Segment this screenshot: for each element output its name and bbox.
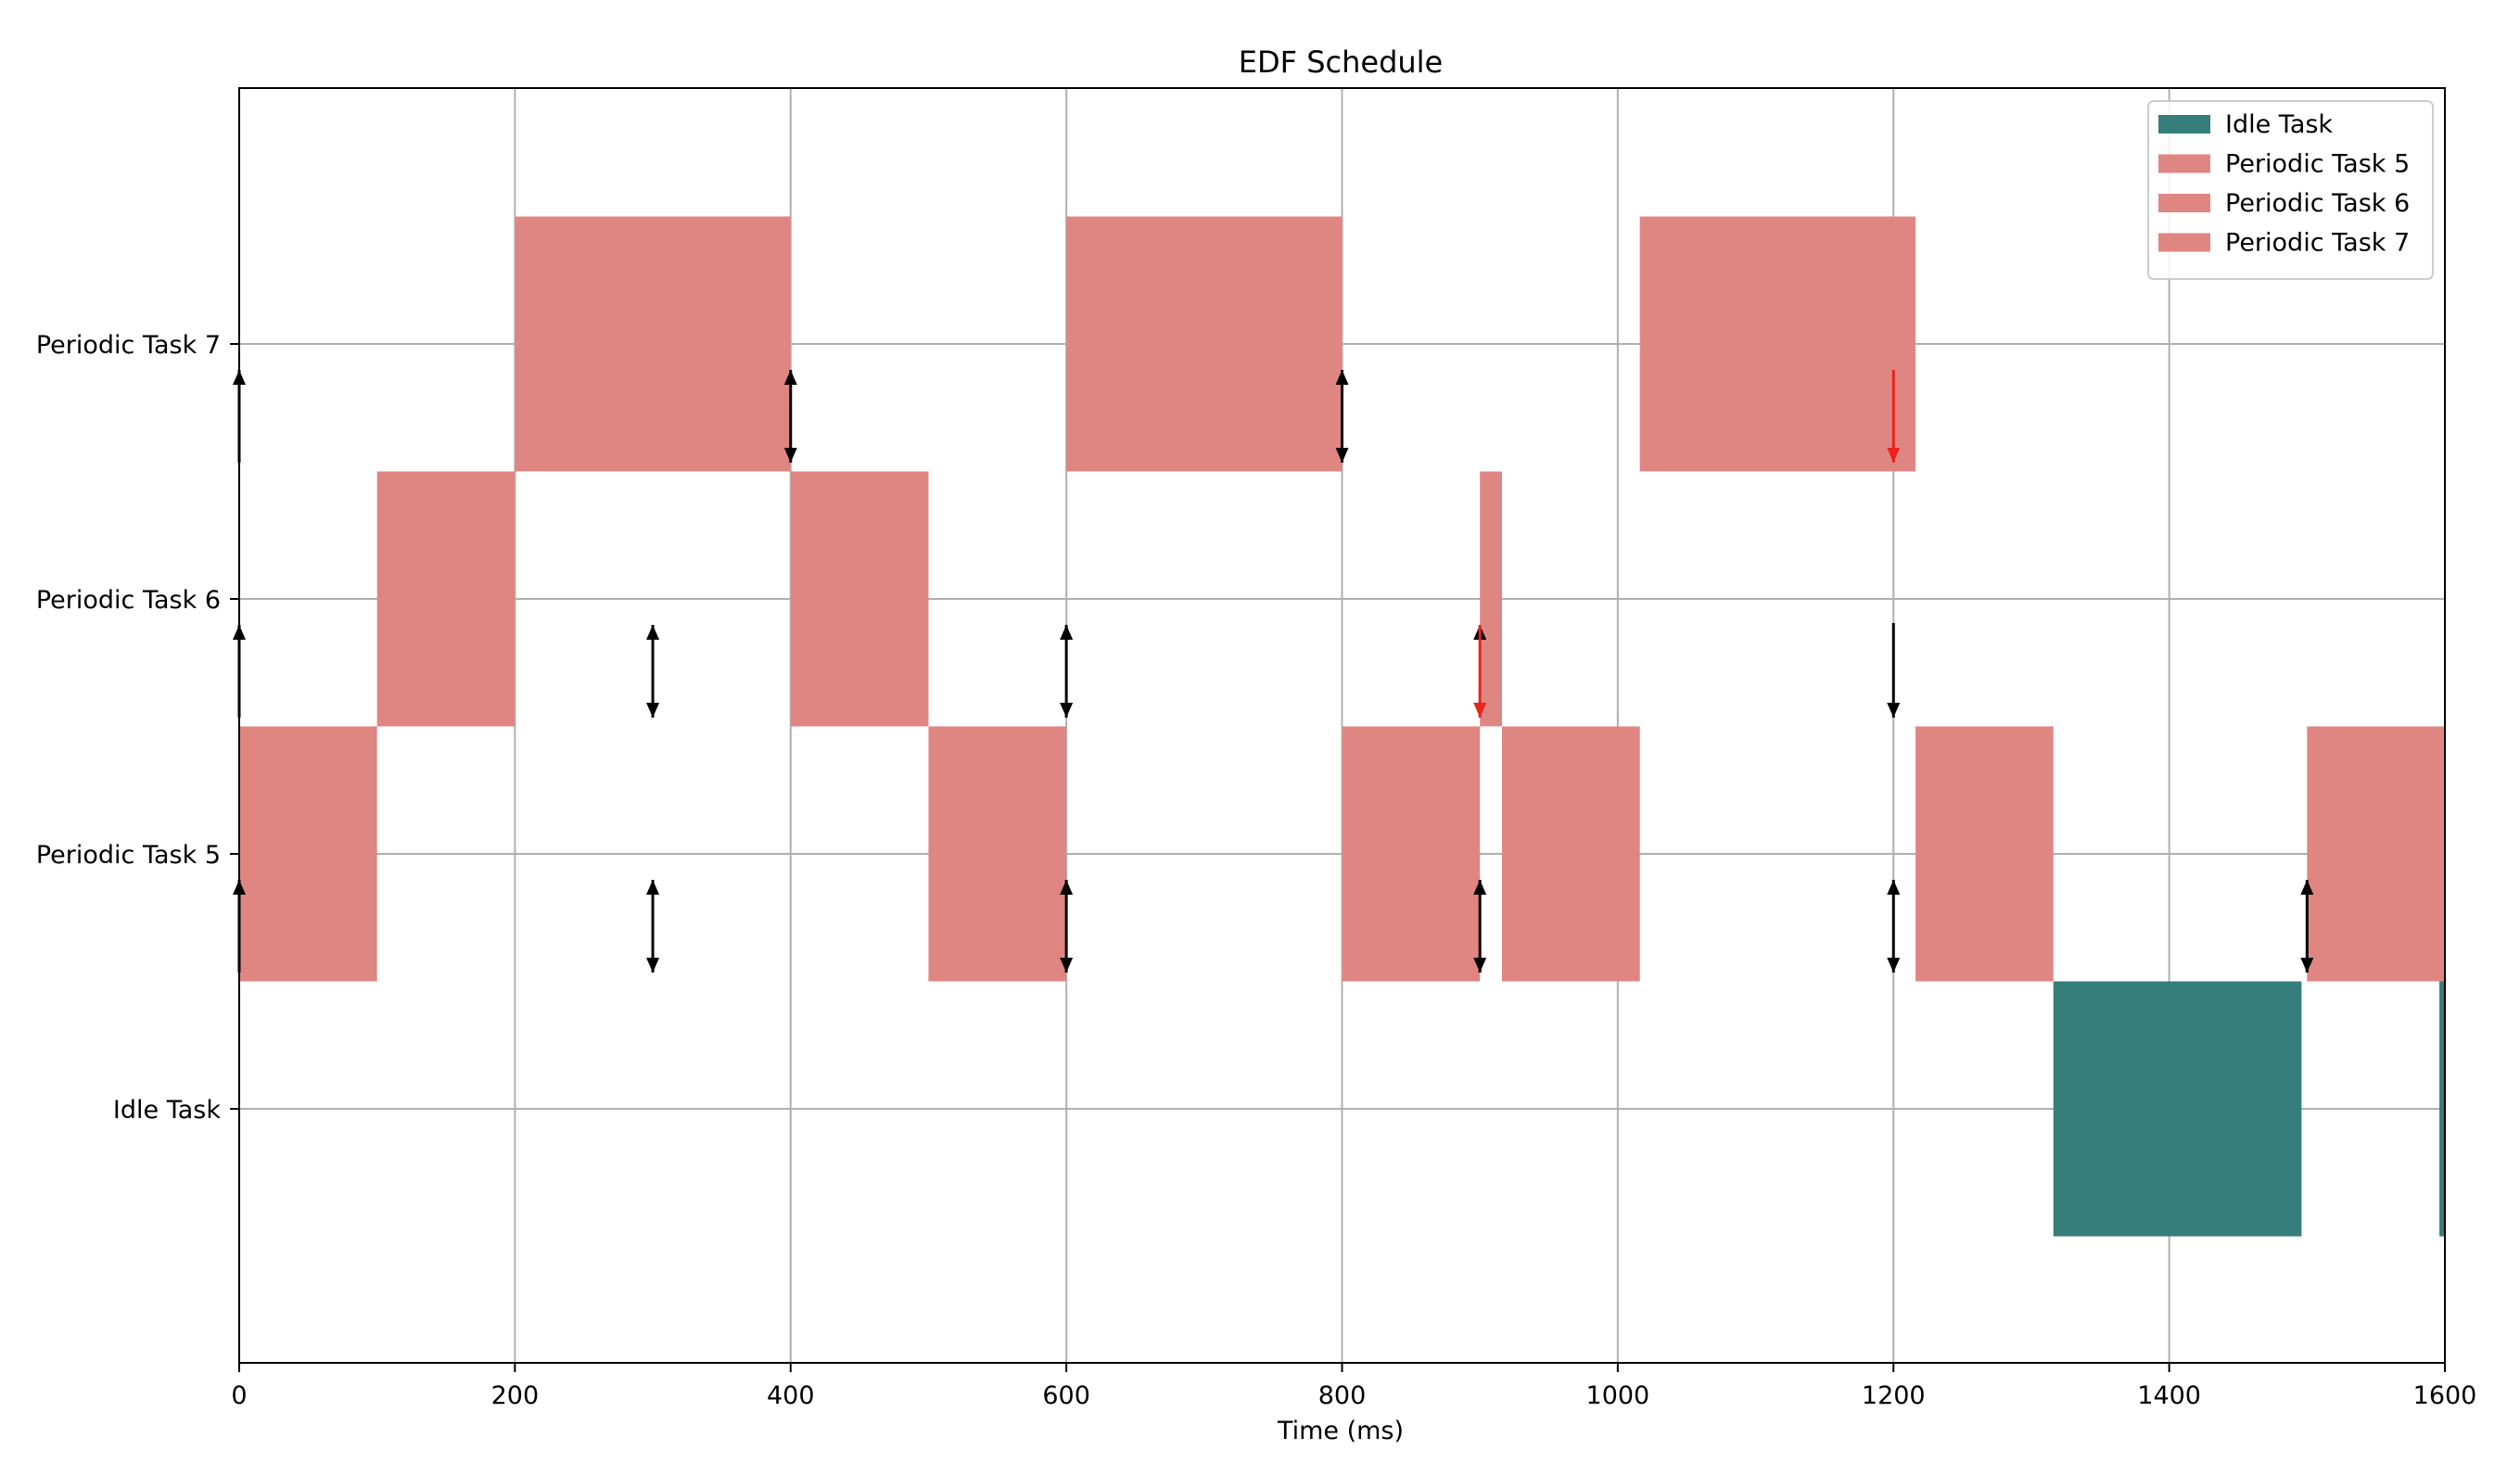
y-tick-label: Periodic Task 7	[36, 331, 221, 360]
bar-periodic-task-6	[1480, 471, 1502, 727]
task-bars	[239, 216, 2445, 1237]
legend: Idle Task Periodic Task 5 Periodic Task 6 P…	[2147, 100, 2434, 280]
x-tick-label: 1600	[2413, 1381, 2477, 1410]
bar-periodic-task-7	[1066, 216, 1343, 472]
release-arrowhead	[1887, 880, 1901, 895]
bar-periodic-task-5	[239, 726, 377, 982]
legend-label: Idle Task	[2225, 110, 2333, 139]
release-arrowhead	[1060, 880, 1074, 895]
legend-label: Periodic Task 5	[2225, 150, 2410, 179]
bar-periodic-task-5	[928, 726, 1067, 982]
x-tick-label: 1200	[1862, 1381, 1926, 1410]
release-arrowhead	[783, 370, 797, 385]
bar-periodic-task-5	[2307, 726, 2445, 982]
release-arrowhead	[2300, 880, 2314, 895]
bar-periodic-task-5	[1342, 726, 1481, 982]
legend-swatch	[2158, 233, 2210, 252]
release-arrowhead	[1060, 625, 1074, 640]
y-tick-label: Periodic Task 6	[36, 586, 221, 615]
x-tick-label: 0	[231, 1381, 247, 1410]
deadline-arrowhead	[1887, 703, 1901, 718]
x-tick-label: 800	[1318, 1381, 1367, 1410]
legend-swatch	[2158, 194, 2210, 212]
y-tick-label: Idle Task	[113, 1096, 221, 1125]
release-arrowhead	[1473, 880, 1487, 895]
legend-label: Periodic Task 6	[2225, 189, 2410, 218]
deadline-arrowhead	[1060, 958, 1074, 973]
legend-box	[2147, 100, 2434, 280]
release-arrowhead	[1335, 370, 1349, 385]
x-tick-label: 600	[1042, 1381, 1090, 1410]
bar-periodic-task-7	[1639, 216, 1916, 472]
legend-swatch	[2158, 115, 2210, 134]
deadline-arrowhead	[1473, 958, 1487, 973]
x-axis-label: Time (ms)	[1277, 1417, 1404, 1445]
bar-idle-task	[2053, 981, 2302, 1237]
bar-periodic-task-7	[515, 216, 791, 472]
bar-periodic-task-6	[376, 471, 515, 727]
release-arrowhead	[646, 880, 660, 895]
deadline-arrowhead	[1060, 703, 1074, 718]
bar-periodic-task-5	[1501, 726, 1640, 982]
deadline-arrowhead	[1473, 703, 1487, 718]
bar-idle-task	[2439, 981, 2445, 1237]
deadline-arrowhead	[646, 958, 660, 973]
bar-periodic-task-6	[790, 471, 929, 727]
deadline-arrowhead	[646, 703, 660, 718]
x-tick-label: 400	[767, 1381, 815, 1410]
deadline-arrowhead	[783, 448, 797, 463]
deadline-arrowhead	[2300, 958, 2314, 973]
y-tick-label: Periodic Task 5	[36, 841, 221, 870]
axes: 0 200 400 600 800 1000 1200 1400 1600 Idle Task Pe…	[36, 87, 2477, 1410]
x-tick-label: 1000	[1586, 1381, 1650, 1410]
x-tick-label: 200	[491, 1381, 540, 1410]
release-arrowhead	[646, 625, 660, 640]
legend-label: Periodic Task 7	[2225, 229, 2410, 258]
legend-swatch	[2158, 154, 2210, 173]
x-tick-label: 1400	[2137, 1381, 2201, 1410]
deadline-arrowhead	[1335, 448, 1349, 463]
chart-title: EDF Schedule	[1239, 45, 1443, 80]
bar-periodic-task-5	[1915, 726, 2054, 982]
deadline-arrowhead	[1887, 448, 1901, 463]
deadline-arrowhead	[1887, 958, 1901, 973]
